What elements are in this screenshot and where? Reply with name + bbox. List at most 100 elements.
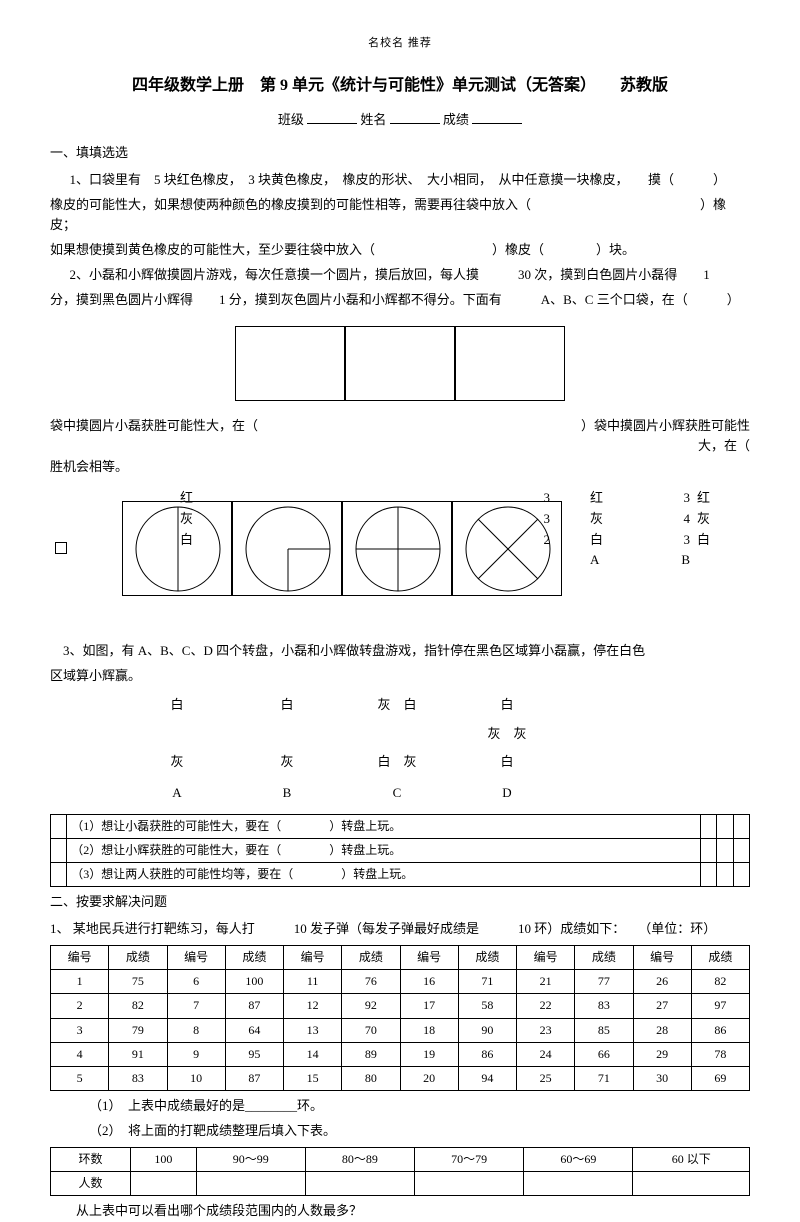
q3-sub3: （3）想让两人获胜的可能性均等，要在（ ）转盘上玩。 [67,863,701,887]
s2-sub3: 从上表中可以看出哪个成绩段范围内的人数最多？ [50,1201,750,1222]
abcd-b: B [232,783,342,804]
table-cell: 26 [633,970,691,994]
spinner-labels-abcd: A B C D [50,783,750,804]
l3-a: 灰 [122,752,232,773]
table-cell: 3 [51,1018,109,1042]
table-cell: 66 [575,1042,633,1066]
table-cell: 1 [51,970,109,994]
rh-3: 80～89 [305,1147,414,1171]
header-dots-text: 名校名 推荐 [368,37,432,49]
ring-blank-3[interactable] [305,1171,414,1195]
score-table: 编号 成绩 编号 成绩 编号 成绩 编号 成绩 编号 成绩 编号 成绩 1 7 5 6… [50,945,750,1091]
table-cell: 5 [51,1067,109,1091]
r-red: 红 [590,488,630,509]
table-cell: 15 [284,1067,342,1091]
spinner-labels-2: 灰 灰 [50,724,750,745]
table-cell: 9 [167,1042,225,1066]
table-cell: 71 [575,1067,633,1091]
q3-sub2: （2）想让小辉获胜的可能性大，要在（ ）转盘上玩。 [67,839,701,863]
l3-d: 白 [452,752,562,773]
q2c-right1: ）袋中摸圆片小辉获胜可能性 [581,418,750,433]
name-blank[interactable] [390,110,440,124]
table-cell: 86 [458,1042,516,1066]
box-b [345,326,455,401]
rn-4: 4 [630,509,690,530]
th-6: 编号 [400,946,458,970]
table-cell: 6 [167,970,225,994]
table-cell: 11 [284,970,342,994]
spinner-labels-3: 灰 灰 白 灰 白 [50,752,750,773]
box-c [455,326,565,401]
table-cell: 83 [109,1067,167,1091]
table-cell: 90 [458,1018,516,1042]
ring-table: 环数 100 90～99 80～89 70～79 60～69 60 以下 人数 [50,1147,750,1196]
ring-blank-6[interactable] [633,1171,750,1195]
table-cell: 25 [517,1067,575,1091]
ring-blank-2[interactable] [196,1171,305,1195]
abcd-a: A [122,783,232,804]
spinner-d [452,501,562,596]
th-8: 编号 [517,946,575,970]
table-header-row: 编号 成绩 编号 成绩 编号 成绩 编号 成绩 编号 成绩 编号 成绩 [51,946,750,970]
q3-sub1: （1）想让小磊获胜的可能性大，要在（ ）转盘上玩。 [67,814,701,838]
legend-box [55,542,67,554]
table-cell: 78 [691,1042,749,1066]
spinner-section: 红 灰 白 3 3 2 红 灰 白 A 3 4 3 B 红 灰 白 [50,488,750,804]
table-cell: 76 [342,970,400,994]
table-cell: 22 [517,994,575,1018]
page-title: 四年级数学上册 第 9 单元《统计与可能性》单元测试（无答案） 苏教版 [50,73,750,99]
score-blank[interactable] [472,110,522,124]
s2-q1: 1、 某地民兵进行打靶练习，每人打 10 发子弹（每发子弹最好成绩是 10 环）… [50,919,750,940]
table-cell: 14 [284,1042,342,1066]
table-cell: 71 [458,970,516,994]
rh-6: 60 以下 [633,1147,750,1171]
rh-4: 70～79 [415,1147,524,1171]
th-9: 成绩 [575,946,633,970]
q2-split-line: 袋中摸圆片小磊获胜可能性大，在（ ）袋中摸圆片小辉获胜可能性 大，在（ [50,416,750,458]
table-cell: 92 [342,994,400,1018]
q2-line-a: 2、小磊和小辉做摸圆片游戏，每次任意摸一个圆片，摸后放回，每人摸 30 次，摸到… [50,265,750,286]
ring-blank-4[interactable] [415,1171,524,1195]
rh-0: 环数 [51,1147,131,1171]
table-cell: 70 [342,1018,400,1042]
ring-blank-1[interactable] [131,1171,197,1195]
table-cell: 12 [284,994,342,1018]
table-cell: 82 [109,994,167,1018]
re-2: 白 [690,530,710,551]
table-cell: 89 [342,1042,400,1066]
table-cell: 8 [167,1018,225,1042]
th-2: 编号 [167,946,225,970]
class-label: 班级 [278,112,304,127]
s2-sub2: （2） 将上面的打靶成绩整理后填入下表。 [50,1121,750,1142]
table-cell: 21 [517,970,575,994]
table-row: 58310871580209425713069 [51,1067,750,1091]
table-cell: 100 [225,970,283,994]
spinner-d-svg [453,502,563,597]
spinner-c [342,501,452,596]
table-cell: 10 [167,1067,225,1091]
section-1-heading: 一、填填选选 [50,143,750,164]
ring-blank-5[interactable] [524,1171,633,1195]
table-cell: 23 [517,1018,575,1042]
th-3: 成绩 [225,946,283,970]
table-cell: 91 [109,1042,167,1066]
table-cell: 2 [51,994,109,1018]
abcd-c: C [342,783,452,804]
table-cell: 87 [225,1067,283,1091]
student-info-line: 班级 姓名 成绩 [50,110,750,131]
class-blank[interactable] [307,110,357,124]
table-cell: 87 [225,994,283,1018]
q2c-left: 袋中摸圆片小磊获胜可能性大，在（ [50,416,258,458]
l3-c: 白 灰 [342,752,452,773]
q3-sub-table: （1）想让小磊获胜的可能性大，要在（ ）转盘上玩。 （2）想让小辉获胜的可能性大… [50,814,750,888]
l2-d: 灰 灰 [452,724,562,745]
rh-2: 90～99 [196,1147,305,1171]
box-a [235,326,345,401]
table-cell: 7 [167,994,225,1018]
rn-3: 3 [630,488,690,509]
l1-c: 灰 白 [342,695,452,716]
q1-line-a: 1、口袋里有 5 块红色橡皮， 3 块黄色橡皮， 橡皮的形状、 大小相同， 从中… [50,170,750,191]
table-cell: 82 [691,970,749,994]
r-a: A [590,550,630,571]
th-7: 成绩 [458,946,516,970]
